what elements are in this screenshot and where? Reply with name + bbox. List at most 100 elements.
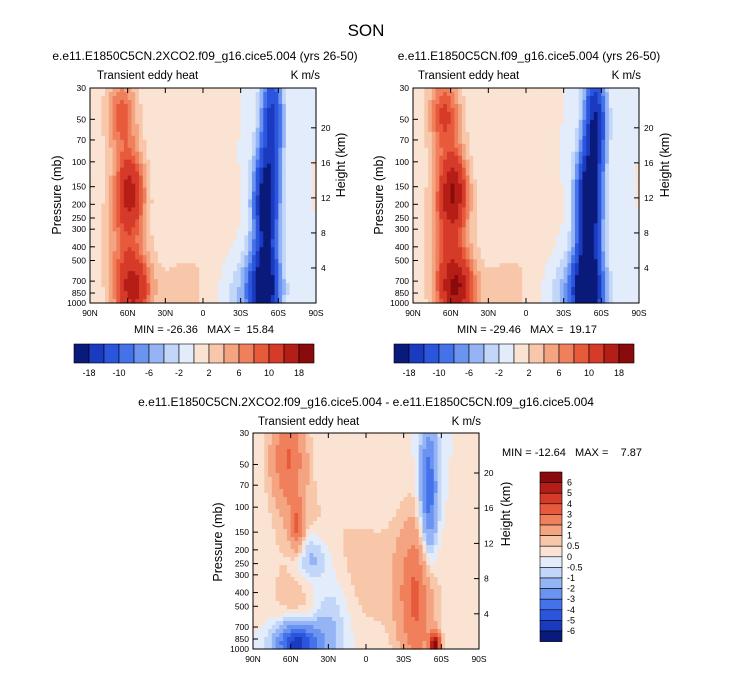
contour-cell — [507, 271, 512, 276]
contour-cell — [244, 243, 249, 248]
contour-cell — [514, 239, 520, 244]
contour-cell — [492, 91, 497, 97]
contour-cell — [123, 299, 129, 304]
contour-cell — [435, 287, 440, 292]
contour-cell — [244, 155, 249, 161]
contour-cell — [446, 271, 452, 276]
contour-cell — [184, 227, 189, 232]
contour-cell — [435, 95, 440, 101]
contour-cell — [416, 283, 422, 288]
contour-cell — [428, 287, 433, 292]
contour-cell — [157, 259, 163, 264]
contour-cell — [120, 127, 125, 133]
contour-cell — [259, 115, 264, 121]
contour-cell — [446, 151, 452, 157]
contour-cell — [458, 283, 463, 288]
contour-cell — [206, 243, 212, 248]
contour-cell — [101, 227, 106, 232]
contour-cell — [274, 275, 279, 280]
contour-cell — [435, 159, 440, 165]
contour-cell — [443, 195, 448, 201]
contour-cell — [446, 231, 452, 236]
contour-cell — [138, 211, 144, 217]
contour-cell — [492, 99, 497, 105]
contour-cell — [199, 291, 204, 296]
contour-cell — [154, 299, 159, 304]
contour-cell — [526, 183, 531, 189]
contour-cell — [244, 131, 249, 137]
contour-cell — [443, 115, 448, 121]
contour-cell — [484, 223, 489, 228]
contour-cell — [146, 203, 151, 209]
contour-cell — [259, 88, 264, 93]
contour-cell — [308, 139, 313, 145]
contour-cell — [289, 239, 294, 244]
contour-cell — [169, 231, 174, 236]
contour-cell — [236, 255, 242, 260]
contour-cell — [454, 123, 459, 129]
contour-cell — [526, 215, 531, 220]
contour-cell — [473, 199, 478, 205]
contour-cell — [180, 231, 185, 236]
contour-cell — [165, 119, 170, 125]
contour-cell — [199, 119, 204, 125]
contour-cell — [270, 119, 276, 125]
contour-cell — [278, 103, 283, 109]
contour-cell — [221, 131, 227, 137]
contour-cell — [248, 88, 253, 93]
contour-cell — [477, 111, 482, 117]
contour-cell — [312, 147, 317, 153]
contour-cell — [518, 163, 523, 169]
contour-cell — [510, 299, 516, 304]
contour-cell — [267, 115, 272, 121]
contour-cell — [214, 287, 219, 292]
contour-cell — [507, 115, 512, 121]
contour-cell — [507, 299, 512, 304]
contour-cell — [172, 199, 178, 205]
contour-cell — [146, 111, 151, 117]
contour-cell — [492, 143, 497, 149]
contour-cell — [297, 283, 302, 288]
contour-cell — [435, 223, 440, 228]
contour-cell — [180, 95, 185, 101]
contour-cell — [308, 223, 313, 228]
contour-cell — [312, 143, 317, 149]
contour-cell — [263, 263, 268, 268]
contour-cell — [458, 147, 463, 153]
contour-cell — [229, 223, 234, 228]
contour-cell — [267, 275, 272, 280]
contour-cell — [135, 191, 140, 197]
contour-cell — [274, 287, 279, 292]
contour-cell — [135, 295, 140, 300]
contour-cell — [297, 175, 302, 181]
contour-cell — [142, 88, 148, 93]
contour-cell — [180, 183, 185, 189]
contour-cell — [522, 155, 527, 161]
contour-cell — [112, 119, 117, 125]
contour-cell — [450, 127, 456, 133]
contour-cell — [203, 107, 208, 113]
contour-cell — [157, 91, 163, 97]
contour-cell — [488, 95, 493, 101]
contour-cell — [514, 287, 520, 292]
contour-cell — [116, 131, 121, 137]
contour-cell — [495, 119, 501, 125]
contour-cell — [101, 111, 106, 117]
contour-cell — [116, 255, 121, 260]
contour-cell — [443, 223, 448, 228]
contour-cell — [93, 287, 99, 292]
contour-cell — [480, 219, 486, 224]
contour-cell — [131, 227, 136, 232]
contour-cell — [492, 215, 497, 220]
contour-cell — [176, 295, 181, 300]
contour-cell — [495, 223, 501, 228]
contour-cell — [461, 227, 467, 232]
contour-cell — [240, 155, 246, 161]
contour-cell — [424, 211, 429, 217]
contour-cell — [142, 227, 148, 232]
contour-cell — [282, 163, 287, 169]
contour-cell — [267, 119, 272, 125]
contour-cell — [522, 275, 527, 280]
contour-cell — [127, 123, 133, 129]
contour-cell — [101, 191, 106, 197]
